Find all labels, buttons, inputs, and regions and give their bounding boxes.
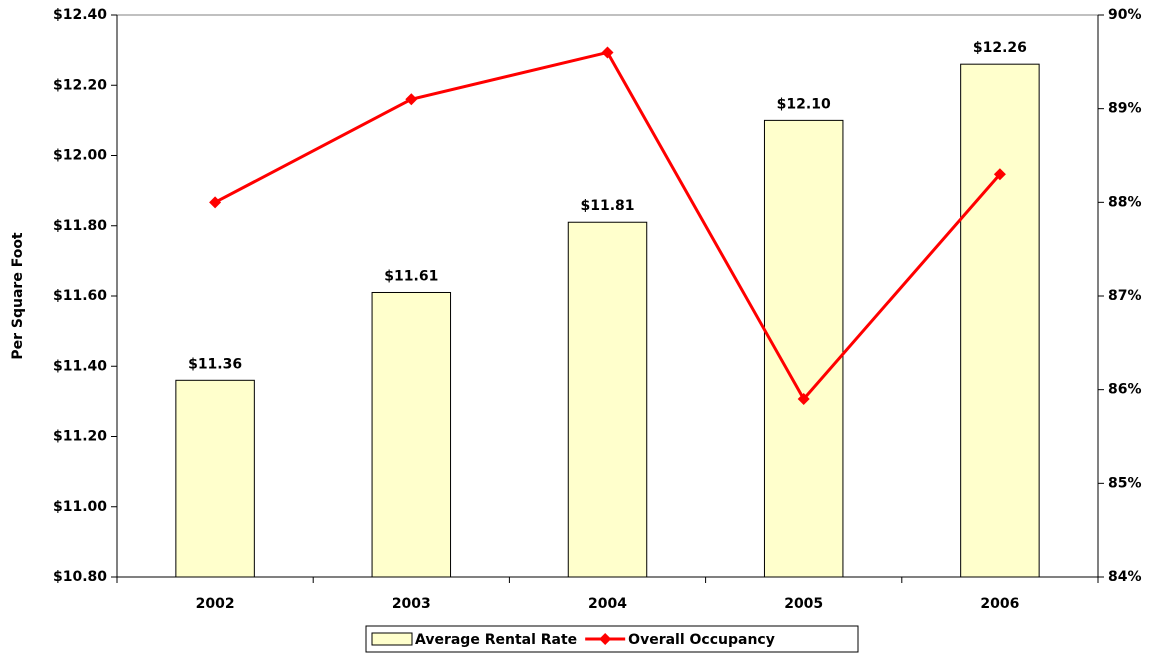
y-tick-label: $11.40 [53,358,107,374]
marker [209,196,222,209]
marker [993,168,1006,181]
y-tick-label: $12.20 [53,77,107,93]
marker [797,393,810,406]
x-tick-label: 2004 [588,596,627,612]
legend-swatch [371,632,413,646]
marker [601,46,614,59]
legend-label: Average Rental Rate [415,632,577,648]
x-tick-label: 2005 [784,596,823,612]
y2-tick-label: 88% [1108,194,1142,210]
bar [371,291,452,578]
bar [175,379,255,578]
y2-tick-label: 86% [1108,382,1142,398]
legend-label: Overall Occupancy [628,632,775,648]
data-label: $12.26 [973,40,1027,56]
y-tick-label: $11.60 [53,288,107,304]
y-tick-label: $11.00 [53,499,107,515]
bar [960,63,1040,578]
y2-tick-label: 84% [1108,569,1142,585]
y-tick-label: $10.80 [53,569,107,585]
x-tick-label: 2003 [392,596,431,612]
y-tick-label: $11.80 [53,218,107,234]
bar [763,119,844,578]
x-tick-label: 2002 [196,596,235,612]
y-axis-title: Per Square Foot [10,232,26,360]
y2-tick-label: 89% [1108,101,1142,117]
y2-tick-label: 90% [1108,7,1142,23]
y-tick-label: $11.20 [53,429,107,445]
x-tick-label: 2006 [980,596,1019,612]
data-label: $12.10 [777,96,831,112]
y-tick-label: $12.40 [53,7,107,23]
marker [405,93,418,106]
legend: Average Rental Rate Overall Occupancy [365,625,859,653]
y2-tick-label: 87% [1108,288,1142,304]
data-label: $11.81 [580,198,634,214]
y2-tick-label: 85% [1108,475,1142,491]
data-label: $11.36 [188,356,242,372]
bar [567,221,648,578]
data-label: $11.61 [384,268,438,284]
legend-marker [599,633,612,645]
y-tick-label: $12.00 [53,148,107,164]
